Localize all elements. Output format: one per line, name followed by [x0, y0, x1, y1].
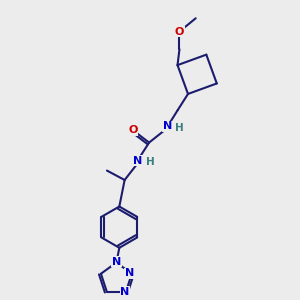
Text: N: N: [125, 268, 134, 278]
Text: O: O: [175, 27, 184, 37]
Text: N: N: [120, 287, 130, 297]
Text: N: N: [133, 156, 142, 166]
Text: O: O: [128, 125, 138, 135]
Text: N: N: [163, 122, 172, 131]
Text: H: H: [176, 122, 184, 133]
Text: N: N: [112, 257, 121, 267]
Text: H: H: [146, 157, 154, 167]
